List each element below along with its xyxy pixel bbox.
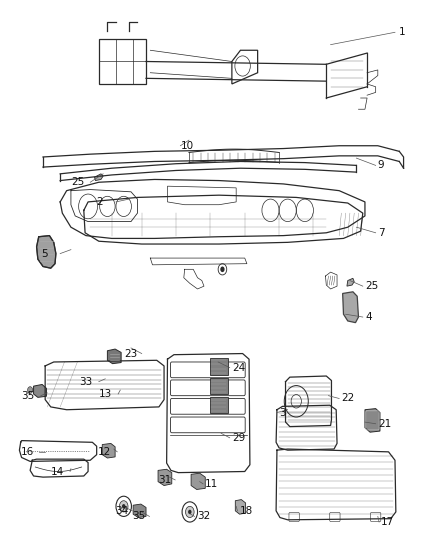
Polygon shape xyxy=(36,236,56,268)
Text: 14: 14 xyxy=(51,466,64,477)
Text: 9: 9 xyxy=(378,160,385,171)
Text: 12: 12 xyxy=(98,447,111,457)
Circle shape xyxy=(220,266,225,272)
Polygon shape xyxy=(209,378,228,394)
Text: 7: 7 xyxy=(378,228,385,238)
Text: 5: 5 xyxy=(41,248,47,259)
Text: 2: 2 xyxy=(97,197,103,207)
Text: 34: 34 xyxy=(115,506,128,516)
Circle shape xyxy=(28,387,33,393)
Polygon shape xyxy=(95,174,103,181)
Circle shape xyxy=(120,500,128,512)
Text: 4: 4 xyxy=(365,312,371,322)
Text: 11: 11 xyxy=(205,479,219,489)
Polygon shape xyxy=(209,358,228,375)
Text: 31: 31 xyxy=(158,475,171,485)
Polygon shape xyxy=(133,504,146,518)
Polygon shape xyxy=(191,473,205,489)
Text: 32: 32 xyxy=(197,512,210,521)
Circle shape xyxy=(182,502,198,522)
Text: 33: 33 xyxy=(79,377,93,386)
Polygon shape xyxy=(34,384,46,398)
Polygon shape xyxy=(107,349,121,364)
Text: 29: 29 xyxy=(232,433,245,443)
Text: 18: 18 xyxy=(240,506,253,516)
Text: 16: 16 xyxy=(21,447,34,457)
Polygon shape xyxy=(102,443,115,458)
Polygon shape xyxy=(235,499,246,514)
Circle shape xyxy=(186,506,194,518)
Polygon shape xyxy=(209,398,228,413)
Polygon shape xyxy=(158,469,172,486)
Text: 3: 3 xyxy=(279,408,286,417)
Text: 21: 21 xyxy=(378,419,391,429)
Text: 1: 1 xyxy=(399,27,406,37)
Text: 22: 22 xyxy=(341,393,355,403)
Circle shape xyxy=(122,504,125,508)
Text: 24: 24 xyxy=(232,362,245,373)
Circle shape xyxy=(116,496,131,516)
Text: 25: 25 xyxy=(365,281,378,291)
Text: 35: 35 xyxy=(132,512,145,521)
Text: 25: 25 xyxy=(71,177,84,187)
Text: 13: 13 xyxy=(99,389,112,399)
Circle shape xyxy=(188,510,191,514)
Polygon shape xyxy=(347,278,354,286)
Text: 10: 10 xyxy=(180,141,194,151)
Polygon shape xyxy=(343,292,358,322)
Text: 35: 35 xyxy=(21,391,35,401)
Text: 23: 23 xyxy=(124,349,138,359)
Polygon shape xyxy=(365,409,380,432)
Text: 17: 17 xyxy=(381,517,395,527)
